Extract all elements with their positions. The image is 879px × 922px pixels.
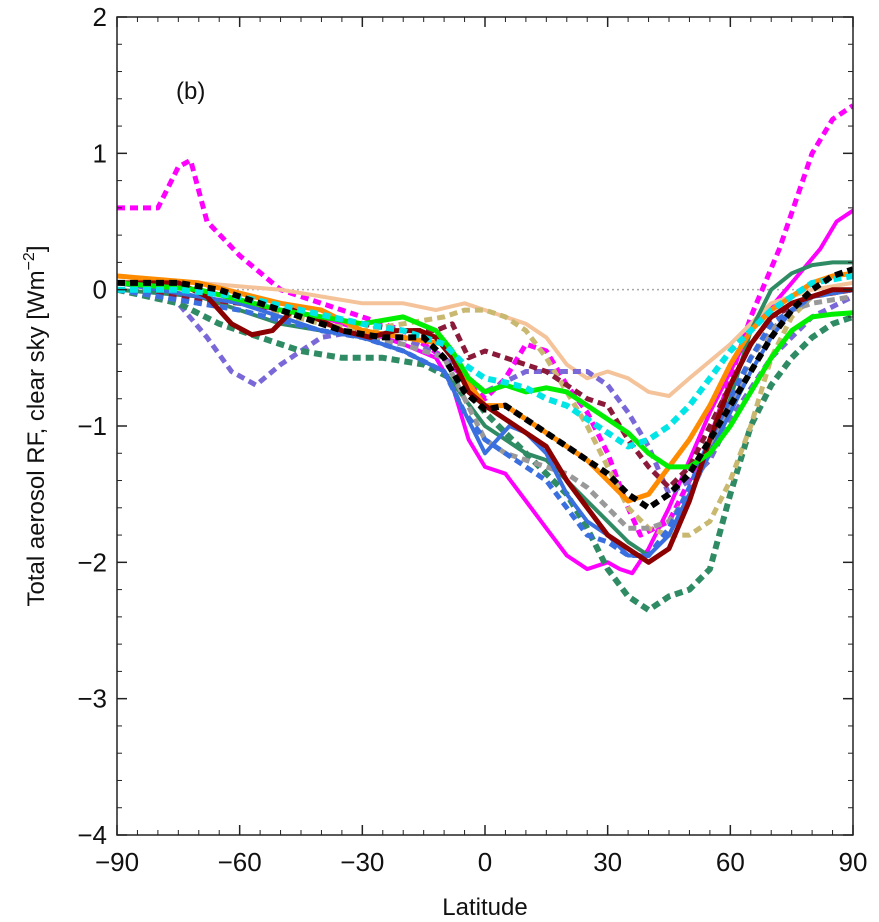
y-tick-label: 0	[93, 275, 107, 305]
x-axis-title: Latitude	[442, 894, 527, 921]
y-axis-title-main: Total aerosol RF, clear sky [Wm	[23, 270, 50, 606]
series-line-11	[117, 287, 853, 558]
series-line-10	[117, 280, 853, 558]
series-line-13	[117, 280, 853, 565]
y-tick-label: −4	[77, 820, 107, 850]
series-line-16	[117, 266, 853, 511]
y-tick-label: 1	[93, 138, 107, 168]
x-tick-label: −60	[218, 847, 262, 877]
x-tick-label: 30	[593, 847, 622, 877]
x-tick-label: −30	[340, 847, 384, 877]
series-line-3	[117, 280, 853, 398]
x-tick-label: 90	[839, 847, 868, 877]
series-line-14	[117, 280, 853, 470]
y-axis-title-superscript: −2	[21, 252, 38, 270]
y-axis-title: Total aerosol RF, clear sky [Wm−2]	[21, 245, 50, 606]
x-tick-label: −90	[95, 847, 139, 877]
series-line-12	[117, 270, 853, 504]
series-group	[117, 103, 853, 613]
y-axis-title-end: ]	[23, 245, 50, 252]
x-tick-label: 0	[478, 847, 492, 877]
y-tick-label: 2	[93, 2, 107, 32]
axis-tick-labels: −90 −60 −30 0 30 60 90 −4 −3 −2 −1 0 1 2	[77, 2, 867, 877]
axis-ticks	[116, 16, 854, 836]
y-tick-label: −3	[77, 684, 107, 714]
panel-label: (b)	[176, 78, 205, 105]
series-line-15	[117, 273, 853, 450]
x-tick-label: 60	[716, 847, 745, 877]
y-tick-label: −2	[77, 547, 107, 577]
y-tick-label: −1	[77, 411, 107, 441]
series-line-7	[117, 287, 853, 538]
series-line-4	[117, 287, 853, 497]
series-line-6	[117, 286, 853, 613]
